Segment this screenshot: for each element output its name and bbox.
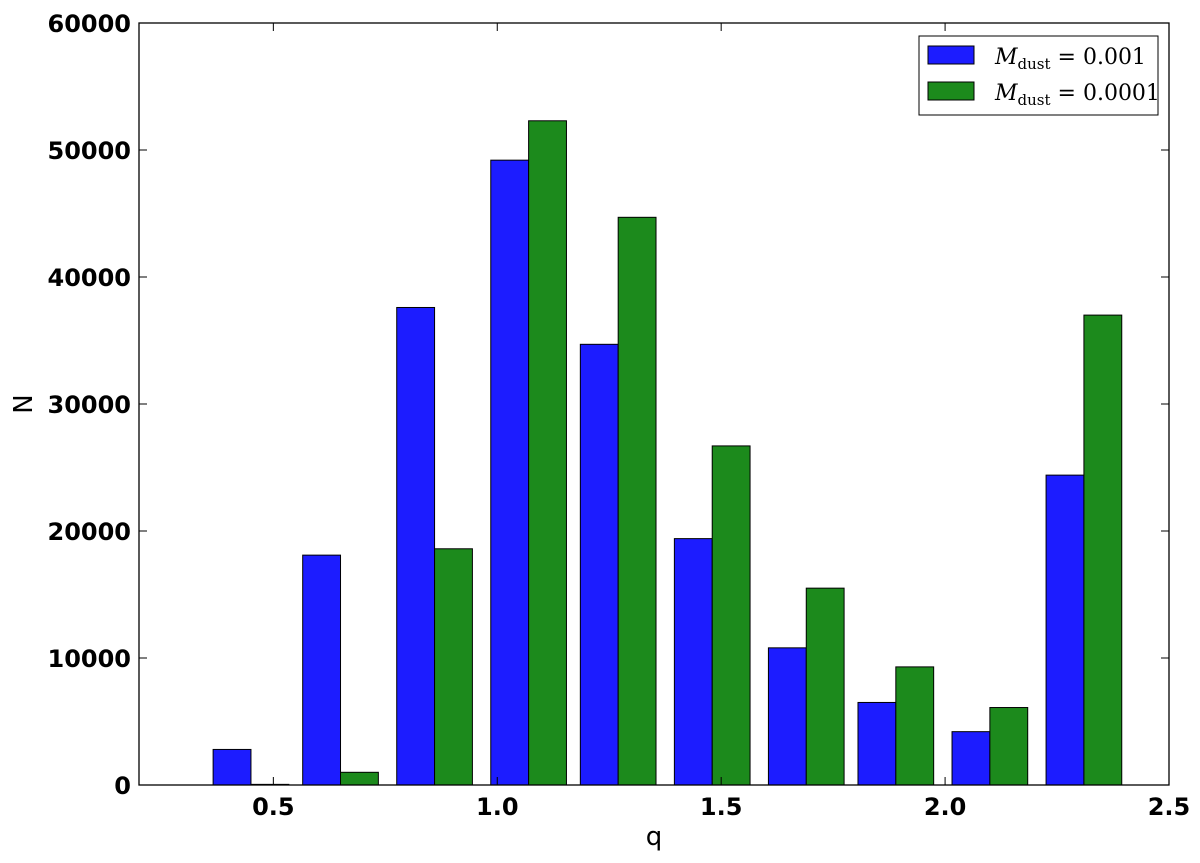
bar-series-2-bin-10 <box>1083 314 1123 786</box>
bar-series-1-bin-8 <box>857 701 897 786</box>
bar-series-1-bin-1 <box>212 748 252 786</box>
x-tick-label: 0.5 <box>252 793 295 821</box>
bar-series-2-bin-5 <box>617 216 657 786</box>
bars-layer <box>212 120 1123 786</box>
bar-series-1-bin-9 <box>951 731 991 786</box>
legend-series-2-main: M <box>994 81 1018 106</box>
x-tick-label: 2.5 <box>1148 793 1191 821</box>
tick-labels-layer: 0.5 1.0 1.5 2.0 2.5 0 10000 20000 30000 40000 5000… <box>48 10 1191 821</box>
bar-series-1-bin-5 <box>579 343 619 786</box>
bar-series-1-bin-4 <box>490 159 530 786</box>
x-tick-label: 1.5 <box>700 793 743 821</box>
x-tick-label: 1.0 <box>476 793 519 821</box>
legend-swatch-series-1 <box>927 45 975 65</box>
y-tick-label: 10000 <box>48 645 132 673</box>
bar-series-2-bin-4 <box>528 120 567 786</box>
bar-series-2-bin-7 <box>805 587 845 786</box>
legend-series-1-rest: = 0.001 <box>1051 45 1146 70</box>
legend-series-2-rest: = 0.0001 <box>1051 81 1160 106</box>
legend-label-series-1: Mdust = 0.001 <box>994 45 1146 73</box>
bar-series-2-bin-2 <box>340 771 379 786</box>
y-tick-label: 60000 <box>48 10 132 38</box>
bar-series-1-bin-6 <box>673 538 713 786</box>
bar-series-2-bin-8 <box>895 666 935 786</box>
legend-series-2-sub: dust <box>1018 91 1051 109</box>
x-tick-label: 2.0 <box>924 793 967 821</box>
ticks-layer <box>139 22 1170 786</box>
bar-series-2-bin-6 <box>711 445 751 786</box>
bar-series-2-bin-3 <box>434 548 473 786</box>
bar-series-1-bin-3 <box>396 306 436 786</box>
bar-series-2-bin-9 <box>989 707 1029 786</box>
y-axis-label: N <box>9 394 39 413</box>
y-tick-label: 20000 <box>48 518 132 546</box>
bar-series-1-bin-10 <box>1045 474 1085 786</box>
y-tick-label: 50000 <box>48 137 132 165</box>
legend-series-1-main: M <box>994 45 1018 70</box>
y-tick-label: 0 <box>114 772 131 800</box>
legend-label-series-2: Mdust = 0.0001 <box>994 81 1160 109</box>
x-axis-label: q <box>646 822 663 852</box>
bar-series-1-bin-2 <box>302 554 342 786</box>
legend-swatch-series-2 <box>927 81 975 101</box>
legend-series-1-sub: dust <box>1018 55 1051 73</box>
y-tick-label: 30000 <box>48 391 132 419</box>
y-tick-label: 40000 <box>48 264 132 292</box>
legend: Mdust = 0.001 Mdust = 0.0001 <box>918 35 1160 116</box>
bar-series-1-bin-7 <box>767 647 807 786</box>
